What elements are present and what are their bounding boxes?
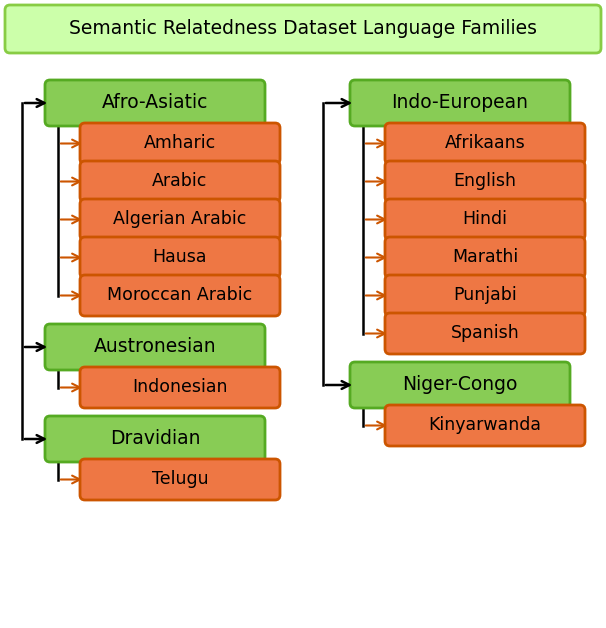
- Text: Afrikaans: Afrikaans: [445, 134, 525, 153]
- Text: Algerian Arabic: Algerian Arabic: [113, 210, 247, 229]
- Text: English: English: [453, 173, 516, 190]
- Text: Hausa: Hausa: [153, 249, 207, 266]
- Text: Telugu: Telugu: [152, 470, 208, 489]
- Text: Niger-Congo: Niger-Congo: [402, 376, 518, 394]
- FancyBboxPatch shape: [385, 161, 585, 202]
- Text: Indonesian: Indonesian: [132, 379, 228, 396]
- FancyBboxPatch shape: [80, 199, 280, 240]
- Text: Amharic: Amharic: [144, 134, 216, 153]
- Text: Indo-European: Indo-European: [391, 94, 528, 112]
- FancyBboxPatch shape: [385, 275, 585, 316]
- FancyBboxPatch shape: [80, 161, 280, 202]
- FancyBboxPatch shape: [80, 123, 280, 164]
- Text: Kinyarwanda: Kinyarwanda: [428, 416, 542, 435]
- Text: Semantic Relatedness Dataset Language Families: Semantic Relatedness Dataset Language Fa…: [69, 19, 537, 38]
- Text: Moroccan Arabic: Moroccan Arabic: [107, 286, 253, 305]
- FancyBboxPatch shape: [385, 199, 585, 240]
- FancyBboxPatch shape: [80, 367, 280, 408]
- FancyBboxPatch shape: [45, 324, 265, 370]
- Text: Dravidian: Dravidian: [110, 430, 200, 448]
- Text: Marathi: Marathi: [452, 249, 518, 266]
- FancyBboxPatch shape: [350, 80, 570, 126]
- Text: Arabic: Arabic: [152, 173, 208, 190]
- FancyBboxPatch shape: [5, 5, 601, 53]
- FancyBboxPatch shape: [385, 123, 585, 164]
- FancyBboxPatch shape: [385, 237, 585, 278]
- Text: Punjabi: Punjabi: [453, 286, 517, 305]
- Text: Spanish: Spanish: [451, 325, 519, 342]
- FancyBboxPatch shape: [80, 237, 280, 278]
- Text: Afro-Asiatic: Afro-Asiatic: [102, 94, 208, 112]
- Text: Hindi: Hindi: [462, 210, 507, 229]
- FancyBboxPatch shape: [45, 80, 265, 126]
- FancyBboxPatch shape: [350, 362, 570, 408]
- FancyBboxPatch shape: [80, 459, 280, 500]
- FancyBboxPatch shape: [385, 405, 585, 446]
- FancyBboxPatch shape: [385, 313, 585, 354]
- Text: Austronesian: Austronesian: [94, 337, 216, 357]
- FancyBboxPatch shape: [80, 275, 280, 316]
- FancyBboxPatch shape: [45, 416, 265, 462]
